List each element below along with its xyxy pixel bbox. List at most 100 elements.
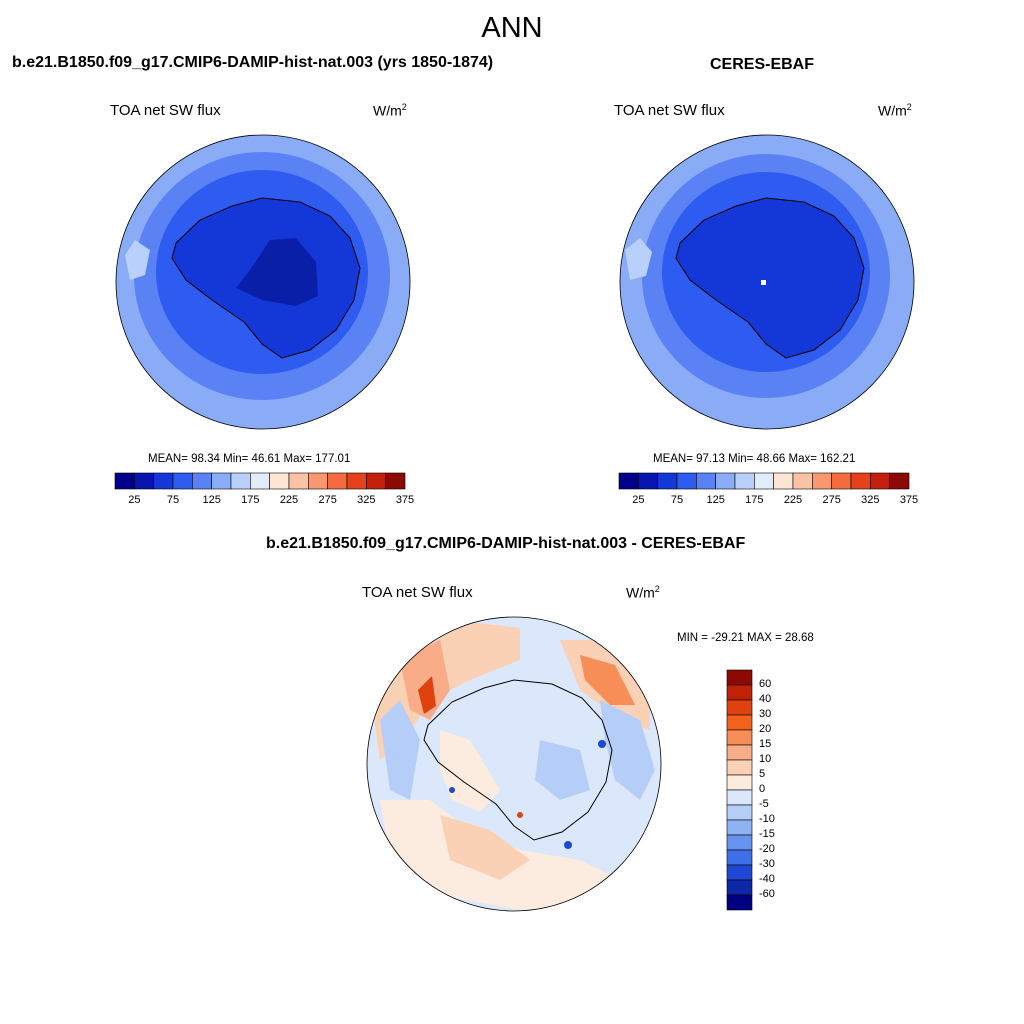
colorbar-obs-swatch (792, 472, 813, 490)
map-diff-warm-core-ne (580, 655, 635, 705)
colorbar-diff-label: -10 (759, 813, 775, 825)
colorbar-diff-label: -5 (759, 798, 769, 810)
map-diff-cool-interior (535, 740, 590, 800)
map-diff-warm-core-s (440, 815, 530, 880)
colorbar-diff-swatch (726, 714, 753, 731)
colorbar-obs-tick-label: 75 (670, 494, 684, 506)
colorbar-model-swatch (230, 472, 251, 490)
colorbar-diff-label: -60 (759, 888, 775, 900)
colorbar-diff-label: 0 (759, 783, 766, 795)
map-diff (367, 617, 661, 911)
colorbar-model-swatch (172, 472, 193, 490)
colorbar-model-tick-label: 125 (202, 494, 221, 506)
colorbar-model-tick-label: 375 (395, 494, 415, 506)
colorbar-diff-swatch (726, 864, 753, 881)
colorbar-diff-swatch (726, 744, 753, 761)
colorbar-obs-swatch (618, 472, 639, 490)
colorbar-obs-tick-label: 225 (783, 494, 803, 506)
map-model (116, 135, 410, 429)
panel-model-stats: MEAN= 98.34 Min= 46.61 Max= 177.01 (148, 453, 351, 465)
panel-diff-units: W/m2 (626, 584, 660, 601)
panel-obs-title: CERES-EBAF (710, 56, 815, 73)
map-diff-cool-spot-2 (598, 740, 606, 748)
colorbar-model-swatch (211, 472, 232, 490)
map-diff-coastline (423, 679, 613, 841)
map-model-coastline (171, 197, 361, 359)
colorbar-model-swatch (114, 472, 135, 490)
colorbar-diff-label: 40 (759, 693, 772, 705)
colorbar-model-tick-label: 75 (166, 494, 180, 506)
map-diff-warm-spot (517, 812, 523, 818)
colorbar-diff-swatch (726, 879, 753, 896)
colorbar-model-tick-label: 25 (128, 494, 141, 506)
colorbar-obs-tick-label: 125 (706, 494, 725, 506)
colorbar-obs-swatch (889, 472, 910, 490)
figure-title: ANN (481, 12, 543, 44)
colorbar-diff-swatch (726, 834, 753, 851)
panel-obs-variable: TOA net SW flux (614, 102, 725, 119)
colorbar-diff-label: -15 (759, 828, 775, 840)
colorbar-diff-label: 20 (759, 723, 772, 735)
colorbar-obs-tick-label: 175 (745, 494, 764, 506)
colorbar-diff-label: -40 (759, 873, 775, 885)
colorbar-diff-swatch (726, 774, 753, 791)
map-diff-warm-core-nw (400, 640, 450, 720)
colorbar-diff-swatch (726, 789, 753, 806)
colorbar-diff-label: 15 (759, 738, 772, 750)
colorbar-obs-tick-label: 325 (861, 494, 880, 506)
colorbar-model-swatch (346, 472, 367, 490)
colorbar-diff-swatch (726, 819, 753, 836)
colorbar-obs-tick-label: 275 (822, 494, 841, 506)
colorbar-diff-swatch (726, 759, 753, 776)
colorbar-obs-swatch (850, 472, 871, 490)
colorbar-model-swatch (250, 472, 270, 490)
map-diff-hot-spot (418, 676, 436, 714)
colorbar-diff-label: -30 (759, 858, 775, 870)
panel-model-title: b.e21.B1850.f09_g17.CMIP6-DAMIP-hist-nat… (12, 54, 494, 71)
colorbar-obs-swatch (812, 472, 832, 490)
map-obs-continent-fill (676, 198, 864, 358)
colorbar-diff-label: 5 (759, 768, 766, 780)
colorbar-diff-label: 30 (759, 708, 772, 720)
colorbar-model-tick-label: 325 (357, 494, 376, 506)
map-diff-cool-region-e (600, 700, 655, 800)
colorbar-diff-swatch (726, 699, 753, 716)
colorbar-model (114, 472, 406, 490)
colorbar-obs (618, 472, 910, 490)
panel-diff-title: b.e21.B1850.f09_g17.CMIP6-DAMIP-hist-nat… (266, 535, 746, 552)
colorbar-obs-swatch (696, 472, 716, 490)
colorbar-model-swatch (308, 472, 328, 490)
colorbar-model-swatch (385, 472, 406, 490)
colorbar-model-swatch (288, 472, 309, 490)
colorbar-obs-swatch (657, 472, 678, 490)
colorbar-obs-swatch (773, 472, 794, 490)
colorbar-obs-swatch (734, 472, 755, 490)
colorbar-diff-swatch (726, 684, 753, 701)
map-obs-boundary (619, 134, 915, 430)
colorbar-obs-swatch (638, 472, 658, 490)
colorbar-obs-swatch (754, 472, 774, 490)
colorbar-obs-tick-label: 25 (632, 494, 645, 506)
map-diff-neutral-patch (440, 730, 500, 812)
panel-model-units: W/m2 (373, 102, 407, 119)
colorbar-model-swatch (269, 472, 290, 490)
map-diff-cool-spot-1 (564, 841, 572, 849)
map-obs-light-patch (625, 238, 652, 280)
colorbar-model-swatch (134, 472, 154, 490)
colorbar-diff-label: 60 (759, 678, 772, 690)
colorbar-obs-swatch (715, 472, 736, 490)
panel-model-variable: TOA net SW flux (110, 102, 221, 119)
colorbar-obs-swatch (676, 472, 697, 490)
colorbar-diff-label: -20 (759, 843, 775, 855)
colorbar-obs-swatch (870, 472, 890, 490)
map-diff-boundary (366, 616, 662, 912)
colorbar-diff-swatch (726, 804, 753, 821)
colorbar-model-tick-label: 275 (318, 494, 337, 506)
colorbar-diff-swatch (726, 729, 753, 746)
colorbar-diff-swatch (726, 849, 753, 866)
colorbar-model-swatch (153, 472, 174, 490)
panel-obs-units: W/m2 (878, 102, 912, 119)
colorbar-model-swatch (327, 472, 348, 490)
map-obs-coastline (675, 197, 865, 359)
